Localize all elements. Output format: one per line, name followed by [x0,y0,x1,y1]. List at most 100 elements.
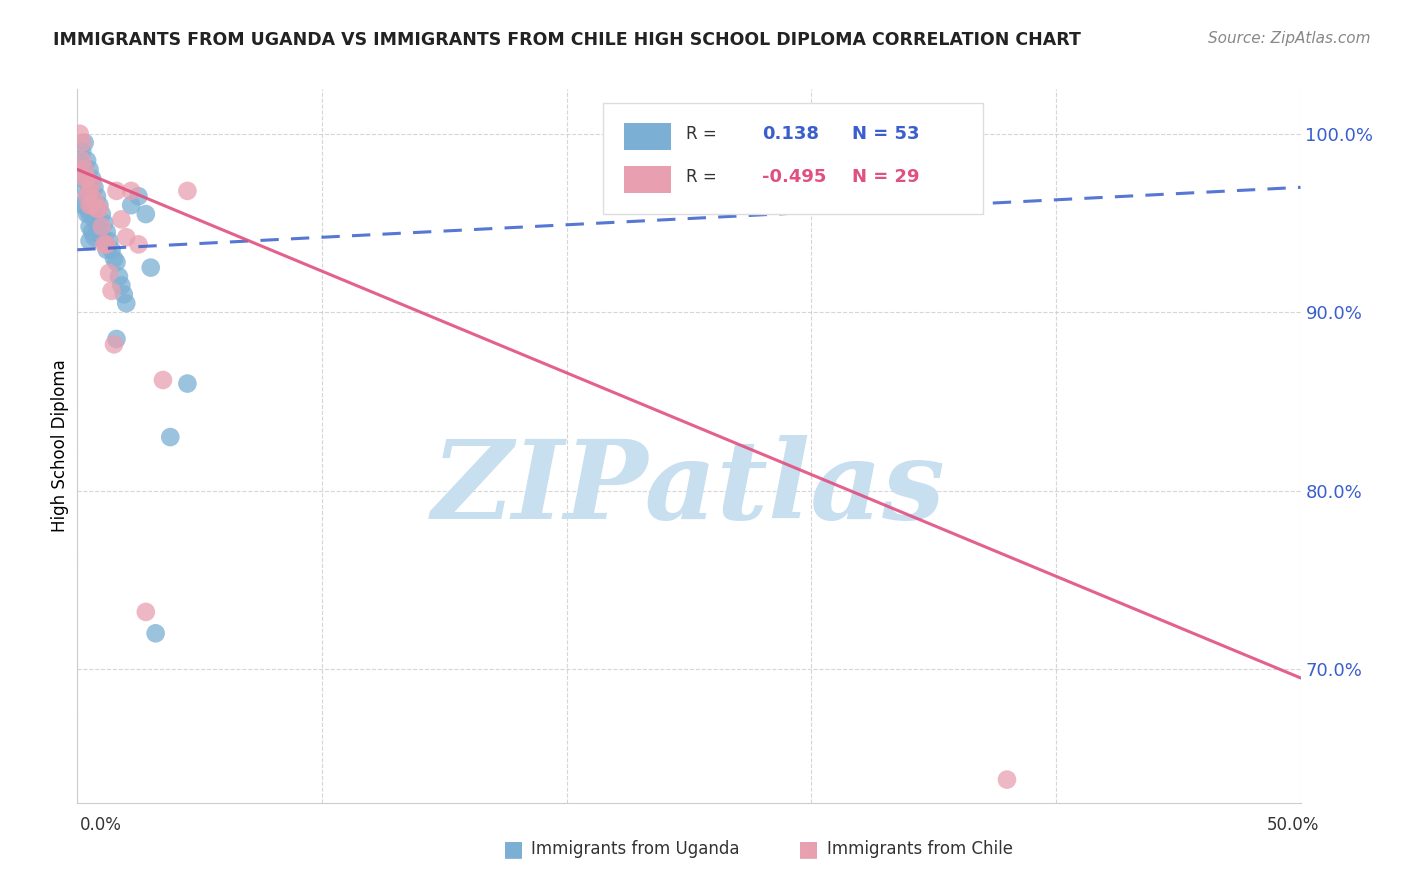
Text: IMMIGRANTS FROM UGANDA VS IMMIGRANTS FROM CHILE HIGH SCHOOL DIPLOMA CORRELATION : IMMIGRANTS FROM UGANDA VS IMMIGRANTS FRO… [53,31,1081,49]
Point [79,184,101,198]
Point [83,193,105,207]
Text: ZIPatlas: ZIPatlas [432,435,946,542]
Point [98,234,121,248]
Point [176,184,198,198]
Point [103,252,125,266]
Point [96,243,118,257]
Point [135,207,157,221]
Point [100,243,122,257]
Point [115,230,138,244]
Point [79,219,101,234]
Text: -0.495: -0.495 [762,168,827,186]
Point [112,287,135,301]
Point [83,198,105,212]
Point [995,772,1018,787]
Point [86,189,108,203]
Point [80,198,103,212]
Point [159,430,181,444]
Point [89,216,111,230]
Text: R =: R = [686,168,717,186]
Text: R =: R = [686,125,717,143]
Point [79,162,101,177]
Point [70,136,93,150]
Point [76,171,98,186]
Point [110,278,132,293]
Point [80,177,103,191]
Text: N = 53: N = 53 [852,125,920,143]
Point [86,202,108,216]
Text: Source: ZipAtlas.com: Source: ZipAtlas.com [1208,31,1371,46]
Point [105,255,128,269]
Point [70,153,93,168]
Point [83,180,105,194]
Point [93,216,115,230]
Point [69,153,91,168]
Point [110,212,132,227]
FancyBboxPatch shape [624,123,671,150]
Text: 0.138: 0.138 [762,125,820,143]
Point [152,373,174,387]
Point [127,237,149,252]
Text: Immigrants from Uganda: Immigrants from Uganda [531,840,740,858]
Text: ■: ■ [799,839,818,859]
Point [89,198,111,212]
FancyBboxPatch shape [624,166,671,193]
Point [70,171,93,186]
Point [70,145,93,159]
Point [83,230,105,244]
Point [76,189,98,203]
Point [80,225,103,239]
Point [73,162,96,177]
Point [76,207,98,221]
Point [73,136,96,150]
Point [79,234,101,248]
Point [145,626,167,640]
Point [70,198,93,212]
Point [76,171,98,186]
Point [98,266,121,280]
Text: N = 29: N = 29 [852,168,920,186]
Point [100,284,122,298]
Point [115,296,138,310]
Point [105,184,128,198]
Point [76,153,98,168]
Point [80,171,103,186]
Point [79,194,101,209]
Y-axis label: High School Diploma: High School Diploma [51,359,69,533]
Point [79,180,101,194]
Point [76,189,98,203]
Point [86,219,108,234]
Point [105,332,128,346]
Point [90,207,112,221]
Point [90,219,112,234]
Text: ■: ■ [503,839,523,859]
Point [108,269,131,284]
Point [93,237,115,252]
Point [83,212,105,227]
Point [93,234,115,248]
Point [96,237,118,252]
Point [127,189,149,203]
Point [135,605,157,619]
Point [103,337,125,351]
Point [86,202,108,216]
Point [96,225,118,239]
Point [73,171,96,186]
Point [79,207,101,221]
Point [89,202,111,216]
Point [80,207,103,221]
Point [139,260,162,275]
Point [79,198,101,212]
Point [90,230,112,244]
Point [73,198,96,212]
Point [80,189,103,203]
Point [73,162,96,177]
Text: 0.0%: 0.0% [80,816,122,834]
Point [120,184,142,198]
Text: Immigrants from Chile: Immigrants from Chile [827,840,1012,858]
FancyBboxPatch shape [603,103,983,214]
Point [120,198,142,212]
Text: 50.0%: 50.0% [1267,816,1319,834]
Point [73,180,96,194]
Point [69,127,91,141]
